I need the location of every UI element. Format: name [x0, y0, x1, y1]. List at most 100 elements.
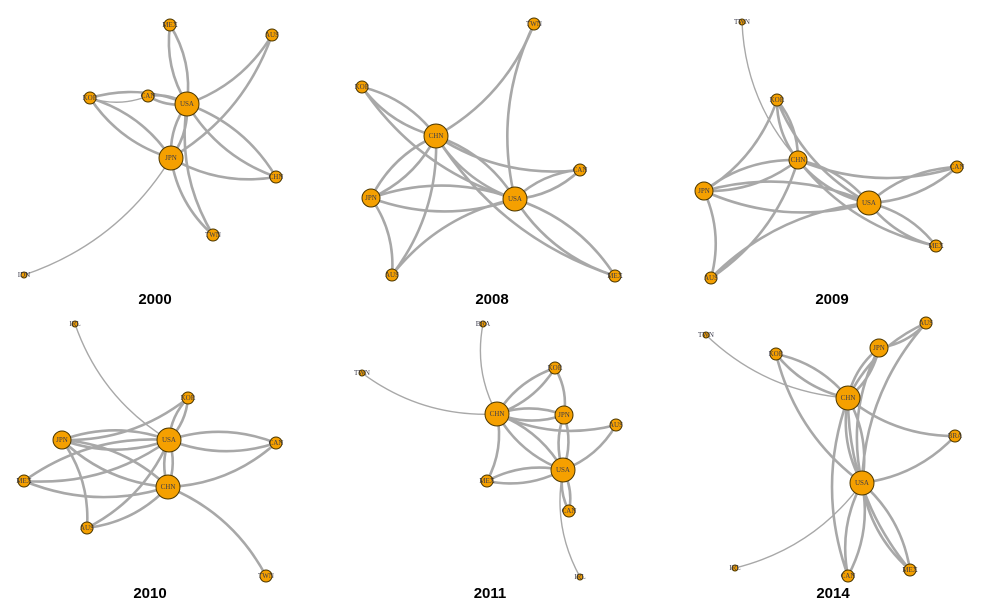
node-usa: USA [856, 190, 882, 216]
panel-title: 2009 [815, 291, 848, 308]
node-label: KOR [548, 364, 563, 372]
node-circle [20, 271, 28, 279]
node-label: USA [855, 479, 869, 487]
node-label: CHN [841, 394, 856, 402]
node-chn: CHN [155, 474, 181, 500]
node-label: JPN [165, 154, 177, 162]
node-label: JPN [365, 194, 377, 202]
edge-chn-usa [185, 102, 278, 179]
edge-usa-aus [390, 197, 517, 277]
node-circle [355, 80, 369, 94]
node-circle [181, 391, 195, 405]
node-aus: AUS [385, 268, 399, 282]
edge-chn-can [796, 158, 959, 180]
edge-chn-jpn [60, 438, 170, 489]
node-label: CAN [269, 439, 284, 447]
node-label: TWN [205, 231, 221, 239]
edge-kor-chn [360, 85, 438, 138]
node-label: USA [556, 466, 570, 474]
edge-can-usa [867, 165, 959, 205]
node-kor: KOR [355, 80, 370, 94]
node-mex: MEX [607, 269, 623, 283]
panel-title: 2011 [474, 585, 507, 602]
node-jpn: JPN [554, 405, 574, 425]
node-chn: CHN [788, 150, 808, 170]
node-circle [919, 316, 933, 330]
node-circle [903, 563, 917, 577]
node-kor: KOR [769, 347, 784, 361]
edge-kor-jpn [88, 96, 173, 160]
node-idn: IDN [18, 271, 30, 279]
node-irl: IRL [729, 564, 740, 572]
node-mex: MEX [162, 18, 178, 32]
node-circle [573, 163, 587, 177]
node-circle [738, 18, 746, 26]
node-twn: TWN [698, 331, 714, 339]
node-circle [769, 347, 783, 361]
node-usa: USA [174, 91, 200, 117]
edge-jpn-kor [88, 96, 173, 160]
node-usa: USA [550, 457, 576, 483]
edge-chn-can [434, 134, 582, 173]
node-circle [704, 271, 718, 285]
node-circle [479, 320, 487, 328]
edge-bra-chn [479, 323, 498, 415]
node-circle [554, 405, 574, 425]
edge-kor-usa [775, 98, 871, 205]
node-kor: KOR [83, 91, 98, 105]
panel-title: 2010 [133, 585, 166, 602]
panel-title: 2014 [816, 585, 850, 602]
node-circle [527, 17, 541, 31]
node-label: TWN [698, 331, 714, 339]
node-label: MEX [928, 242, 944, 250]
node-circle [158, 145, 184, 171]
node-circle [156, 427, 182, 453]
node-label: AUS [80, 524, 94, 532]
node-can: CAN [562, 504, 576, 518]
edge-jpn-usa [855, 346, 881, 485]
node-label: USA [162, 436, 176, 444]
node-label: TWN [526, 20, 542, 28]
panel-2000: MEX AUS KOR CAN USA JPN CHN TWN IDN 2000 [18, 18, 283, 308]
node-kor: KOR [548, 361, 563, 375]
node-mex: MEX [902, 563, 918, 577]
node-chn: CHN [835, 385, 861, 411]
edge-idn-jpn [23, 157, 172, 276]
edge-jpn-chn [702, 158, 800, 193]
edge-aus-usa [860, 321, 928, 485]
node-circle [480, 474, 494, 488]
node-label: TWN [734, 18, 750, 26]
node-circle [163, 18, 177, 32]
node-circle [548, 361, 562, 375]
node-circle [17, 474, 31, 488]
panel-title: 2008 [475, 291, 508, 308]
node-label: MEX [607, 272, 623, 280]
node-label: CHN [490, 410, 505, 418]
node-circle [770, 93, 784, 107]
node-bra: BRA [948, 429, 962, 443]
node-twn: TWN [205, 228, 221, 242]
node-aus: AUS [80, 521, 94, 535]
node-aus: AUS [704, 271, 718, 285]
edge-aus-jpn [369, 196, 394, 277]
node-circle [206, 228, 220, 242]
edge-usa-mex [22, 438, 171, 483]
edge-aus-chn [709, 158, 800, 280]
node-mex: MEX [16, 474, 32, 488]
edge-usa-can [167, 438, 278, 453]
edge-twn-chn [361, 372, 498, 415]
node-label: IDN [18, 271, 30, 279]
node-circle [174, 91, 200, 117]
node-circle [502, 186, 528, 212]
node-label: TWN [258, 572, 274, 580]
node-circle [83, 91, 97, 105]
panel-2009: TWN KOR CHN CAN JPN USA MEX AUS 2009 [694, 18, 964, 308]
node-circle [259, 569, 273, 583]
node-label: USA [862, 199, 876, 207]
node-kor: KOR [181, 391, 196, 405]
node-aus: AUS [919, 316, 933, 330]
edge-aus-chn [390, 134, 438, 277]
node-label: IRL [574, 573, 585, 581]
node-circle [550, 457, 576, 483]
edge-chn-twn [434, 22, 536, 138]
